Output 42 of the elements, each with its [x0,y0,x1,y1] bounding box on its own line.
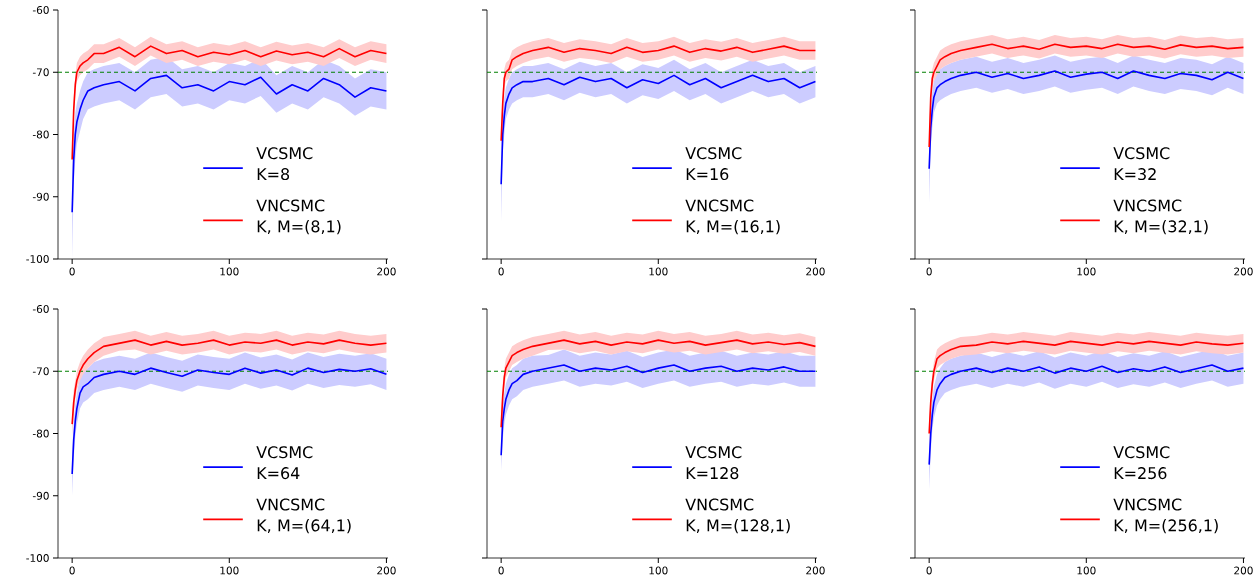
y-tick-label: -80 [32,130,49,139]
y-tick-label: -60 [32,6,49,14]
x-tick-label: 0 [498,566,504,575]
line-series [71,74,388,214]
legend-label: VNCSMC K, M=(16,1) [685,199,780,235]
legend-label: VCSMC K=64 [256,446,313,480]
x-tick-label: 200 [806,267,825,276]
y-tick-label: -100 [26,255,49,263]
x-tick-label: 100 [649,267,668,276]
legend-label: VNCSMC K, M=(128,1) [685,498,790,534]
legend-label: VNCSMC K, M=(32,1) [1113,199,1208,235]
y-tick-label: -90 [32,192,49,201]
y-tick-label: -60 [32,305,49,313]
y-tick-label: -90 [32,491,49,500]
legend-label: VCSMC K=16 [685,147,742,181]
legend-label: VNCSMC K, M=(64,1) [256,498,351,534]
legend-label: VCSMC K=32 [1113,147,1170,181]
x-tick-label: 100 [649,566,668,575]
legend-label: VNCSMC K, M=(256,1) [1113,498,1218,534]
x-tick-label: 100 [1077,566,1096,575]
y-tick-label: -100 [26,554,49,562]
x-tick-label: 0 [69,267,75,276]
x-tick-label: 0 [926,566,932,575]
x-tick-label: 200 [1234,566,1253,575]
x-tick-label: 100 [220,267,239,276]
legend-label: VCSMC K=8 [256,147,313,181]
x-tick-label: 200 [806,566,825,575]
x-tick-label: 100 [1077,267,1096,276]
y-tick-label: -70 [32,68,49,77]
x-tick-label: 0 [69,566,75,575]
legend-label: VCSMC K=256 [1113,446,1170,480]
x-tick-label: 200 [377,267,396,276]
x-tick-label: 100 [220,566,239,575]
y-tick-label: -80 [32,429,49,438]
legend-label: VCSMC K=128 [685,446,742,480]
x-tick-label: 200 [1234,267,1253,276]
x-tick-label: 200 [377,566,396,575]
x-tick-label: 0 [926,267,932,276]
x-tick-label: 0 [498,267,504,276]
y-tick-label: -70 [32,367,49,376]
line-series [71,45,388,161]
legend-label: VNCSMC K, M=(8,1) [256,199,341,235]
